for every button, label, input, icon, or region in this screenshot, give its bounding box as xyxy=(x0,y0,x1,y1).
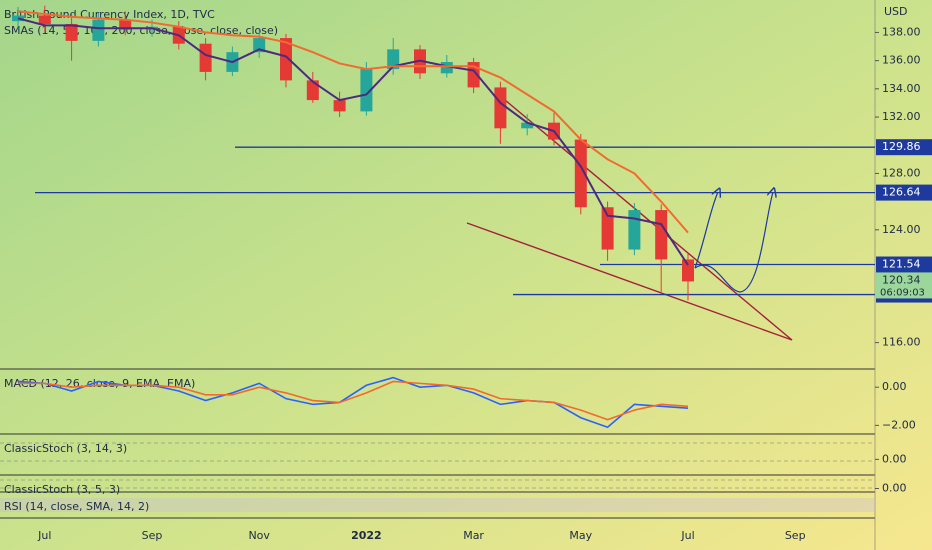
y-tick-label: 0.00 xyxy=(882,452,907,465)
level-label-box xyxy=(876,139,932,156)
x-tick-label: Sep xyxy=(785,529,806,542)
indicator-line xyxy=(18,380,689,421)
y-tick-label: 136.00 xyxy=(882,54,921,67)
x-tick-label: Nov xyxy=(248,529,270,542)
candle-body xyxy=(253,38,266,53)
level-label: 126.64 xyxy=(882,186,921,199)
candle-body xyxy=(65,23,78,41)
x-tick-label: 2022 xyxy=(351,529,382,542)
last-price-label: 120.34 xyxy=(882,273,921,286)
candle-body xyxy=(360,69,373,112)
candle-body xyxy=(333,100,346,112)
candle-body xyxy=(92,19,105,41)
candle-body xyxy=(655,210,668,260)
y-tick-label: 116.00 xyxy=(882,336,921,349)
level-label-box xyxy=(876,184,932,201)
y-tick-label: −2.00 xyxy=(882,418,916,431)
candle-body xyxy=(440,62,453,74)
last-price-box xyxy=(876,272,932,299)
candle-body xyxy=(387,49,400,70)
x-tick-label: Jul xyxy=(680,529,694,542)
currency-label: USD xyxy=(884,5,908,18)
projection-arrow xyxy=(694,192,773,293)
y-tick-label: 0.00 xyxy=(882,482,907,495)
pane-title: MACD (12, 26, close, 9, EMA, EMA) xyxy=(4,377,195,390)
pane-title: RSI (14, close, SMA, 14, 2) xyxy=(4,500,149,513)
rsi-band xyxy=(0,498,875,512)
y-tick-label: 124.00 xyxy=(882,223,921,236)
candle-body xyxy=(521,122,534,129)
candle-body xyxy=(199,43,212,72)
countdown-label: 06:09:03 xyxy=(880,287,925,298)
candle-body xyxy=(682,259,694,282)
candle-body xyxy=(494,87,507,129)
x-tick-label: May xyxy=(569,529,592,542)
trend-line xyxy=(466,222,793,341)
candle-body xyxy=(574,139,587,208)
pane-title: ClassicStoch (3, 14, 3) xyxy=(4,442,127,455)
y-tick-label: 134.00 xyxy=(882,82,921,95)
y-tick-label: 128.00 xyxy=(882,166,921,179)
candle-body xyxy=(306,80,319,101)
projection-arrow xyxy=(694,192,718,269)
sma-line xyxy=(17,17,689,266)
candle-body xyxy=(628,210,641,250)
pane-title: ClassicStoch (3, 5, 3) xyxy=(4,483,120,496)
y-tick-label: 0.00 xyxy=(882,380,907,393)
y-tick-label: 138.00 xyxy=(882,25,921,38)
level-label-box xyxy=(876,256,932,273)
candle-body xyxy=(280,38,292,81)
y-tick-label: 132.00 xyxy=(882,110,921,123)
trend-line xyxy=(504,99,793,341)
candle-body xyxy=(601,207,614,250)
x-tick-label: Sep xyxy=(142,529,163,542)
x-tick-label: Mar xyxy=(463,529,484,542)
candle-body xyxy=(38,15,51,24)
candle-body xyxy=(119,19,132,30)
level-label: 121.54 xyxy=(882,258,921,271)
x-tick-label: Jul xyxy=(37,529,51,542)
chart-title: British Pound Currency Index, 1D, TVC xyxy=(4,8,215,21)
level-label: 129.86 xyxy=(882,140,921,153)
sma-line xyxy=(17,10,689,234)
